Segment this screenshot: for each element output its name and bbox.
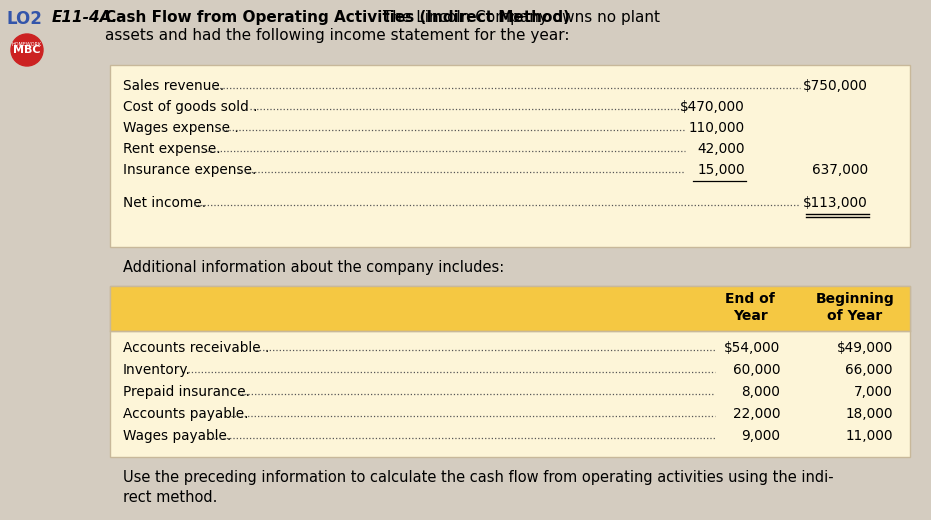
Text: Beginning
of Year: Beginning of Year	[816, 292, 895, 323]
Text: Cost of goods sold .: Cost of goods sold .	[123, 100, 258, 114]
Text: Inventory.: Inventory.	[123, 363, 191, 377]
Text: Wages expense .: Wages expense .	[123, 121, 238, 135]
Text: Rent expense.: Rent expense.	[123, 142, 221, 156]
FancyBboxPatch shape	[110, 65, 910, 247]
Text: Sales revenue.: Sales revenue.	[123, 79, 224, 93]
Text: The Lincoln Company owns no plant: The Lincoln Company owns no plant	[105, 10, 660, 25]
Text: 15,000: 15,000	[697, 163, 745, 177]
Text: Net income.: Net income.	[123, 196, 206, 210]
FancyBboxPatch shape	[110, 286, 910, 331]
Text: $750,000: $750,000	[803, 79, 868, 93]
Text: MBC: MBC	[13, 45, 41, 55]
Text: Accounts payable.: Accounts payable.	[123, 407, 249, 421]
Text: Insurance expense.: Insurance expense.	[123, 163, 256, 177]
Text: LO2: LO2	[6, 10, 42, 28]
Circle shape	[11, 34, 43, 66]
Text: Cash Flow from Operating Activities (Indirect Method): Cash Flow from Operating Activities (Ind…	[105, 10, 570, 25]
Text: Accounts receivable .: Accounts receivable .	[123, 341, 269, 355]
Text: $470,000: $470,000	[681, 100, 745, 114]
Text: 66,000: 66,000	[845, 363, 893, 377]
Text: $54,000: $54,000	[723, 341, 780, 355]
Text: 11,000: 11,000	[845, 429, 893, 443]
Text: 7,000: 7,000	[854, 385, 893, 399]
Text: Wages payable.: Wages payable.	[123, 429, 231, 443]
Text: 18,000: 18,000	[845, 407, 893, 421]
Text: 637,000: 637,000	[812, 163, 868, 177]
Text: $49,000: $49,000	[837, 341, 893, 355]
Text: 9,000: 9,000	[741, 429, 780, 443]
Text: HOMEWORK: HOMEWORK	[12, 42, 42, 47]
Text: 110,000: 110,000	[689, 121, 745, 135]
Text: 22,000: 22,000	[733, 407, 780, 421]
Text: Prepaid insurance.: Prepaid insurance.	[123, 385, 250, 399]
FancyBboxPatch shape	[110, 286, 910, 457]
Text: 60,000: 60,000	[733, 363, 780, 377]
Text: assets and had the following income statement for the year:: assets and had the following income stat…	[105, 28, 570, 43]
Text: End of
Year: End of Year	[725, 292, 775, 323]
Text: Use the preceding information to calculate the cash flow from operating activiti: Use the preceding information to calcula…	[123, 470, 833, 485]
Text: 42,000: 42,000	[697, 142, 745, 156]
Text: E11-4A.: E11-4A.	[52, 10, 118, 25]
Text: 8,000: 8,000	[741, 385, 780, 399]
Text: Additional information about the company includes:: Additional information about the company…	[123, 260, 505, 275]
Text: rect method.: rect method.	[123, 490, 217, 505]
Text: $113,000: $113,000	[803, 196, 868, 210]
